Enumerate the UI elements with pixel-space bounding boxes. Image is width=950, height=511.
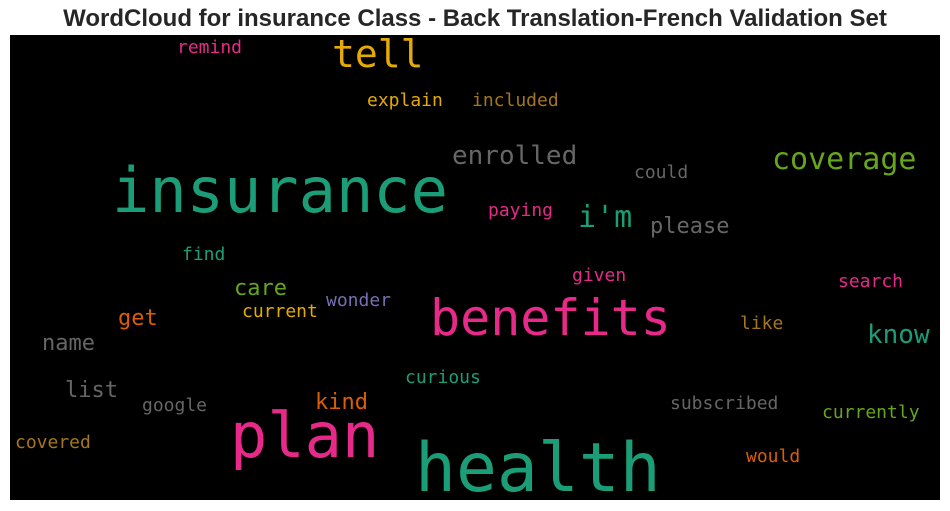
chart-title: WordCloud for insurance Class - Back Tra… bbox=[63, 5, 887, 32]
word-kind: kind bbox=[315, 390, 368, 415]
word-plan: plan bbox=[230, 399, 380, 472]
word-google: google bbox=[142, 395, 208, 416]
word-insurance: insurance bbox=[112, 154, 448, 227]
word-search: search bbox=[838, 271, 904, 292]
word-explain: explain bbox=[367, 90, 443, 111]
word-enrolled: enrolled bbox=[452, 141, 578, 171]
word-coverage: coverage bbox=[772, 142, 917, 177]
word-covered: covered bbox=[15, 432, 91, 453]
word-wonder: wonder bbox=[326, 290, 392, 311]
word-find: find bbox=[182, 244, 226, 265]
word-remind: remind bbox=[177, 37, 243, 58]
word-please: please bbox=[650, 214, 730, 239]
word-list: list bbox=[65, 378, 118, 403]
word-know: know bbox=[867, 320, 930, 350]
word-curious: curious bbox=[405, 367, 481, 388]
word-current: current bbox=[242, 301, 318, 322]
word-cloud: health insurance plan benefits tell coverage i… bbox=[10, 35, 940, 500]
word-get: get bbox=[118, 306, 158, 331]
word-paying: paying bbox=[488, 200, 554, 221]
word-like: like bbox=[740, 313, 784, 334]
word-could: could bbox=[634, 162, 689, 183]
word-included: included bbox=[472, 90, 559, 111]
word-care: care bbox=[234, 276, 287, 301]
word-given: given bbox=[572, 265, 627, 286]
word-health: health bbox=[415, 429, 661, 501]
word-i-m: i'm bbox=[578, 200, 633, 235]
word-benefits: benefits bbox=[430, 289, 671, 347]
word-currently: currently bbox=[822, 402, 920, 423]
word-subscribed: subscribed bbox=[670, 393, 779, 414]
word-tell: tell bbox=[332, 35, 424, 76]
word-would: would bbox=[746, 446, 801, 467]
word-name: name bbox=[42, 331, 95, 356]
